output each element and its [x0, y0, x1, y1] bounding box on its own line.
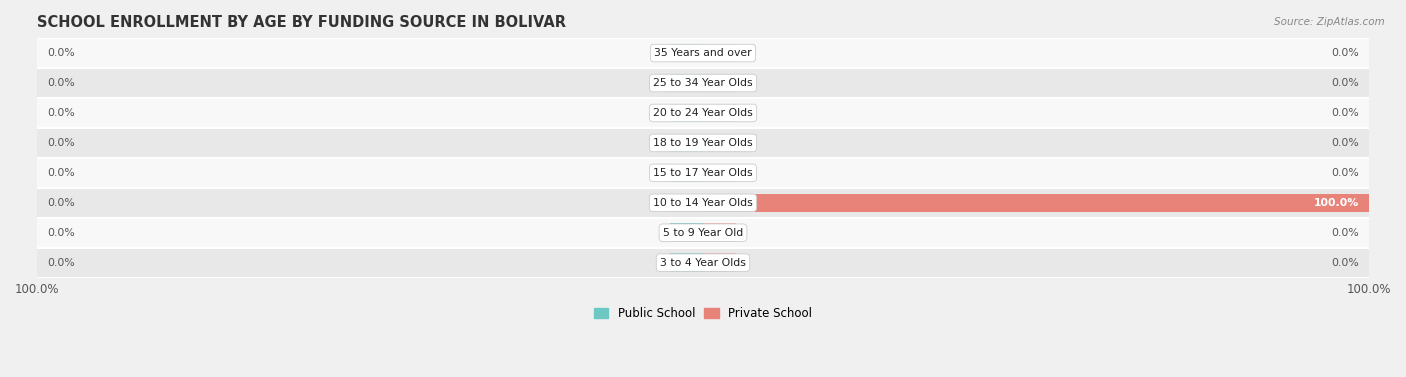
Text: 0.0%: 0.0% [1331, 228, 1358, 238]
Bar [669, 74, 703, 92]
Bar [37, 158, 1369, 188]
Text: 0.0%: 0.0% [1331, 257, 1358, 268]
Text: 15 to 17 Year Olds: 15 to 17 Year Olds [654, 168, 752, 178]
Bar [669, 104, 703, 122]
Bar [669, 164, 703, 182]
Bar [37, 98, 1369, 128]
Text: 0.0%: 0.0% [1331, 48, 1358, 58]
Bar [669, 133, 703, 152]
Bar [703, 133, 737, 152]
Bar [703, 74, 737, 92]
Bar [703, 104, 737, 122]
Text: 0.0%: 0.0% [48, 198, 75, 208]
Bar [37, 38, 1369, 68]
Text: 0.0%: 0.0% [48, 257, 75, 268]
Bar [703, 44, 737, 62]
Bar [37, 188, 1369, 218]
Bar [703, 164, 737, 182]
Text: 18 to 19 Year Olds: 18 to 19 Year Olds [654, 138, 752, 148]
Text: 5 to 9 Year Old: 5 to 9 Year Old [662, 228, 744, 238]
Bar [37, 218, 1369, 248]
Bar [669, 224, 703, 242]
Text: 25 to 34 Year Olds: 25 to 34 Year Olds [654, 78, 752, 88]
Text: 3 to 4 Year Olds: 3 to 4 Year Olds [659, 257, 747, 268]
Text: 0.0%: 0.0% [1331, 168, 1358, 178]
Legend: Public School, Private School: Public School, Private School [589, 302, 817, 325]
Text: 10 to 14 Year Olds: 10 to 14 Year Olds [654, 198, 752, 208]
Bar [669, 193, 703, 212]
Text: 0.0%: 0.0% [48, 78, 75, 88]
Text: 0.0%: 0.0% [48, 48, 75, 58]
Text: 20 to 24 Year Olds: 20 to 24 Year Olds [654, 108, 752, 118]
Text: SCHOOL ENROLLMENT BY AGE BY FUNDING SOURCE IN BOLIVAR: SCHOOL ENROLLMENT BY AGE BY FUNDING SOUR… [37, 15, 567, 30]
Bar [669, 253, 703, 272]
Text: 0.0%: 0.0% [1331, 78, 1358, 88]
Bar [37, 68, 1369, 98]
Bar [37, 248, 1369, 277]
Text: 0.0%: 0.0% [48, 138, 75, 148]
Bar [703, 193, 1369, 212]
Text: 100.0%: 100.0% [1313, 198, 1358, 208]
Text: 0.0%: 0.0% [1331, 138, 1358, 148]
Bar [703, 253, 737, 272]
Text: 0.0%: 0.0% [48, 228, 75, 238]
Text: 35 Years and over: 35 Years and over [654, 48, 752, 58]
Text: 0.0%: 0.0% [48, 168, 75, 178]
Bar [703, 224, 737, 242]
Text: 0.0%: 0.0% [48, 108, 75, 118]
Bar [669, 44, 703, 62]
Text: Source: ZipAtlas.com: Source: ZipAtlas.com [1274, 17, 1385, 27]
Bar [37, 128, 1369, 158]
Text: 0.0%: 0.0% [1331, 108, 1358, 118]
